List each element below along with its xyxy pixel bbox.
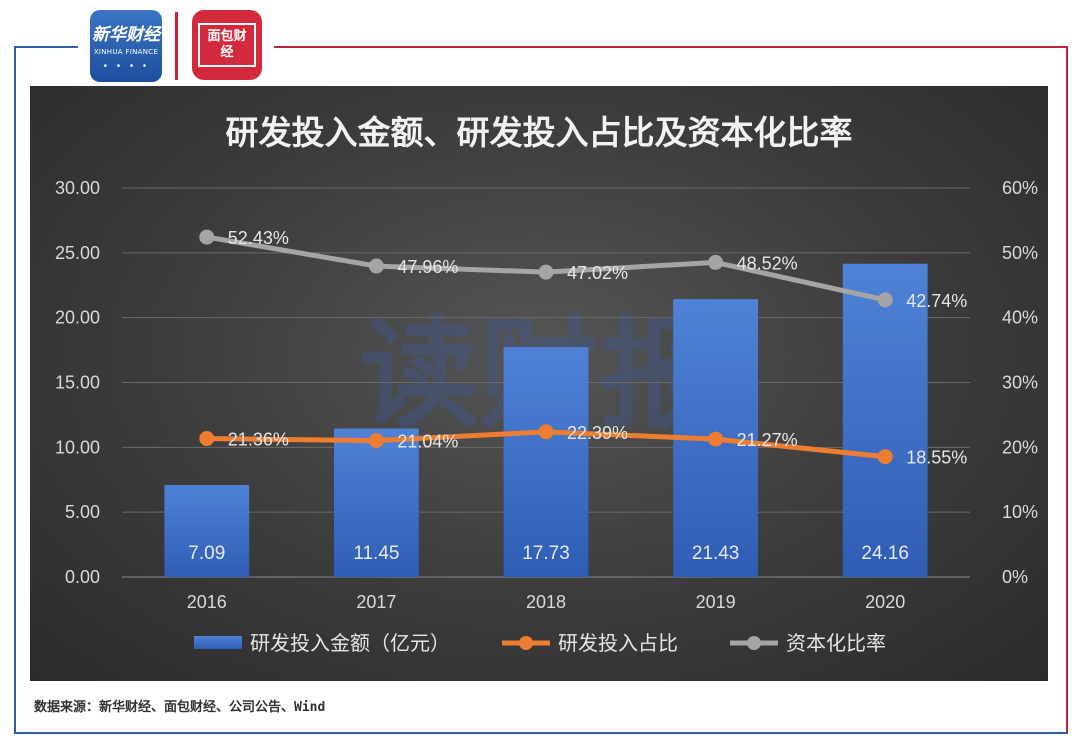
y-tick-right: 30%: [1002, 373, 1038, 393]
frame-line-top-right: [274, 46, 1068, 48]
cap-ratio-point: [538, 264, 554, 280]
rd-share-point: [538, 424, 554, 440]
y-tick-right: 50%: [1002, 243, 1038, 263]
y-tick-left: 15.00: [55, 373, 100, 393]
y-tick-left: 30.00: [55, 178, 100, 198]
legend: 研发投入金额（亿元） 研发投入占比 资本化比率: [194, 632, 886, 655]
legend-swatch-marker: [747, 636, 761, 650]
axes: 0.00 5.00 10.00 15.00 20.00 25.00 30.00 0% 10% 20…: [55, 178, 1038, 612]
y-tick-left: 5.00: [65, 502, 100, 522]
frame-line-left: [14, 46, 16, 734]
cap-ratio-data-label: 52.43%: [228, 228, 289, 248]
xinhua-logo-subtext: XINHUA FINANCE: [93, 48, 159, 56]
bar: [334, 428, 419, 577]
y-tick-right: 40%: [1002, 308, 1038, 328]
frame-line-top-left: [14, 46, 78, 48]
bar: [503, 347, 589, 577]
x-tick-label: 2017: [356, 592, 396, 612]
legend-label: 研发投入占比: [558, 632, 678, 655]
legend-swatch-marker: [519, 636, 533, 650]
bar-data-label: 17.73: [522, 543, 570, 564]
legend-swatch-bar: [194, 636, 242, 649]
cap-ratio-point: [199, 229, 215, 245]
bar-data-label: 7.09: [188, 543, 225, 564]
y-tick-right: 0%: [1002, 567, 1028, 587]
rd-share-point: [368, 433, 384, 449]
cap-ratio-point: [368, 258, 384, 274]
data-source-note: 数据来源：新华财经、面包财经、公司公告、Wind: [34, 700, 326, 715]
line-series: 52.43% 47.96% 47.02% 48.52% 42.74% 21.36% 21.0…: [199, 228, 967, 468]
frame-line-right: [1066, 46, 1068, 734]
bar: [842, 263, 928, 577]
y-tick-right: 10%: [1002, 502, 1038, 522]
rd-share-data-label: 22.39%: [567, 423, 628, 443]
chart-title: 研发投入金额、研发投入占比及资本化比率: [226, 114, 853, 151]
rd-share-point: [708, 431, 724, 447]
y-tick-left: 10.00: [55, 437, 100, 457]
mianbao-finance-logo: 面包财经: [192, 10, 262, 80]
logo-divider: [175, 12, 178, 80]
y-tick-left: 20.00: [55, 308, 100, 328]
y-tick-left: 25.00: [55, 243, 100, 263]
rd-share-point: [199, 431, 215, 447]
mianbao-logo-text: 面包财经: [198, 23, 256, 67]
y-tick-right: 60%: [1002, 178, 1038, 198]
chart-svg: 读财报 研发投入金额、研发投入占比及资本化比率 7.0911.4517.7321…: [55, 114, 1038, 655]
xinhua-finance-logo: 新华财经 XINHUA FINANCE • • • •: [90, 10, 162, 82]
x-tick-label: 2019: [696, 592, 736, 612]
chart-panel: 读财报 研发投入金额、研发投入占比及资本化比率 7.0911.4517.7321…: [30, 86, 1048, 681]
bar: [164, 485, 250, 577]
x-tick-label: 2018: [526, 592, 566, 612]
rd-share-data-label: 18.55%: [906, 448, 967, 468]
bar-data-label: 24.16: [861, 543, 909, 564]
cap-ratio-data-label: 42.74%: [906, 291, 967, 311]
x-tick-label: 2016: [187, 592, 227, 612]
legend-label: 资本化比率: [786, 632, 886, 655]
cap-ratio-data-label: 48.52%: [737, 253, 798, 273]
legend-label: 研发投入金额（亿元）: [250, 632, 450, 655]
rd-share-point: [877, 449, 893, 465]
cap-ratio-point: [877, 292, 893, 308]
bar-data-label: 11.45: [353, 543, 399, 564]
rd-share-data-label: 21.27%: [737, 430, 798, 450]
y-tick-left: 0.00: [65, 567, 100, 587]
xinhua-logo-text: 新华财经: [92, 25, 160, 45]
rd-share-data-label: 21.36%: [228, 430, 289, 450]
bar-data-label: 21.43: [692, 543, 740, 564]
y-tick-right: 20%: [1002, 437, 1038, 457]
rd-share-data-label: 21.04%: [397, 432, 458, 452]
frame-line-bottom: [14, 732, 1068, 734]
logo-dots-icon: • • • •: [102, 61, 150, 72]
cap-ratio-data-label: 47.02%: [567, 263, 628, 283]
x-tick-label: 2020: [865, 592, 905, 612]
cap-ratio-point: [708, 254, 724, 270]
cap-ratio-data-label: 47.96%: [397, 257, 458, 277]
